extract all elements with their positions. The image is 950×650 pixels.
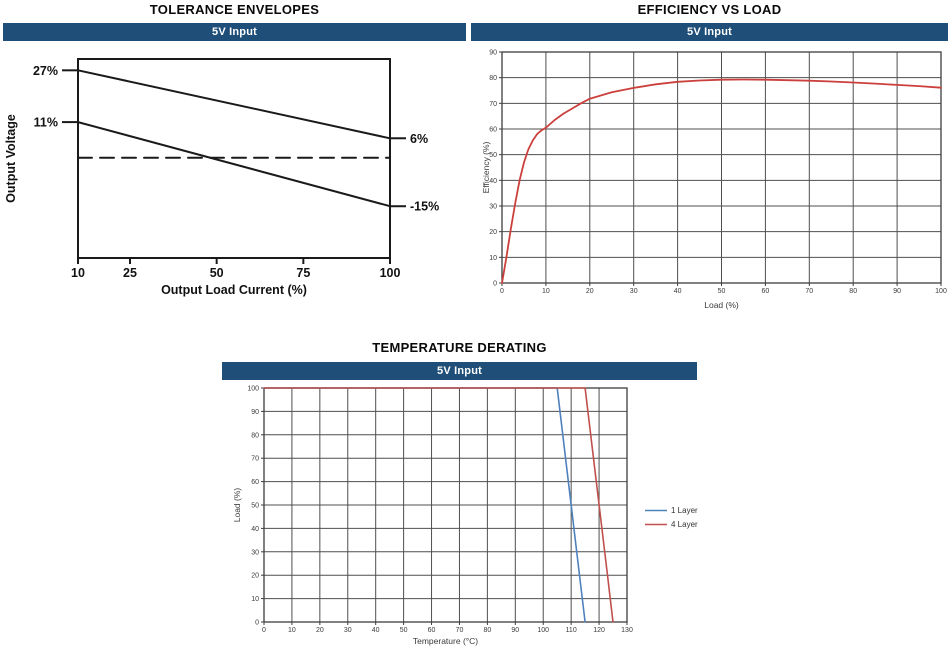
x-tick-label: 20	[316, 627, 324, 634]
lower-tolerance-limit	[77, 121, 391, 208]
y-tick-label: 10	[489, 255, 497, 262]
y-tick-label: 60	[489, 127, 497, 134]
right-annotation-label: -15%	[410, 200, 439, 214]
legend-label: 4 Layer	[671, 520, 698, 529]
x-tick-label: 10	[71, 266, 85, 280]
y-tick-label: 10	[251, 596, 259, 603]
x-tick-label: 40	[372, 627, 380, 634]
y-tick-label: 20	[489, 229, 497, 236]
y-axis-title: Output Voltage	[4, 114, 18, 203]
x-axis-title: Temperature (°C)	[413, 636, 478, 646]
x-tick-label: 100	[537, 627, 549, 634]
x-tick-label: 60	[762, 288, 770, 295]
left-annotation-label: 11%	[34, 116, 58, 130]
y-tick-label: 60	[251, 479, 259, 486]
legend: 1 Layer 4 Layer	[645, 506, 698, 529]
gridlines	[263, 387, 628, 623]
x-tick-label: 90	[893, 288, 901, 295]
chart-title-efficiency: EFFICIENCY VS LOAD	[637, 2, 782, 17]
y-tick-label: 0	[493, 281, 497, 288]
axis-ticks: 10 25 50 75 100	[71, 258, 400, 280]
upper-tolerance-limit	[77, 69, 391, 140]
tolerance-annotations: 27% 11% 6% -15%	[33, 64, 439, 214]
efficiency-5v-input	[501, 78, 942, 284]
tolerance-envelopes-plot: 10 25 50 75 100 27% 11% 6% -15% Output Load Curre…	[4, 58, 439, 297]
y-tick-label: 90	[489, 50, 497, 57]
x-tick-label: 30	[344, 627, 352, 634]
x-tick-label: 50	[400, 627, 408, 634]
x-tick-label: 20	[586, 288, 594, 295]
y-tick-label: 20	[251, 573, 259, 580]
y-axis-title: Efficiency (%)	[481, 141, 491, 193]
x-tick-label: 0	[500, 288, 504, 295]
tolerance-envelopes-chart: TOLERANCE ENVELOPES 5V Input 10 25 50 75 100…	[0, 0, 470, 325]
efficiency-vs-load-chart: EFFICIENCY VS LOAD 5V Input 0 10 20 30 40 50 6…	[470, 0, 950, 325]
x-tick-label: 80	[483, 627, 491, 634]
x-tick-label: 100	[380, 266, 401, 280]
left-annotation-label: 27%	[33, 64, 58, 78]
axis-ticks: 0 10 20 30 40 50 60 70 80 90 100 110 120 130 0 10 20 30 40…	[247, 386, 633, 635]
x-tick-label: 50	[210, 266, 224, 280]
axis-ticks: 0 10 20 30 40 50 60 70 80 90 100 0 10 20 30 40 50 60 70 80 9…	[489, 50, 947, 296]
gridlines	[501, 51, 942, 284]
y-tick-label: 70	[251, 456, 259, 463]
chart-title-tolerance: TOLERANCE ENVELOPES	[149, 2, 320, 17]
x-tick-label: 90	[511, 627, 519, 634]
x-tick-label: 10	[542, 288, 550, 295]
y-tick-label: 30	[489, 204, 497, 211]
x-tick-label: 25	[123, 266, 137, 280]
x-tick-label: 10	[288, 627, 296, 634]
chart-title-derating: TEMPERATURE DERATING	[372, 340, 547, 355]
x-axis-title: Output Load Current (%)	[161, 283, 307, 297]
right-annotation-label: 6%	[410, 132, 428, 146]
y-axis-title: Load (%)	[232, 488, 242, 523]
derating-4-layer	[263, 387, 614, 623]
y-tick-label: 80	[489, 75, 497, 82]
y-tick-label: 80	[251, 432, 259, 439]
x-tick-label: 30	[630, 288, 638, 295]
y-tick-label: 40	[489, 178, 497, 185]
temperature-derating-chart: TEMPERATURE DERATING 5V Input 0 10 20 30 40 5…	[215, 335, 750, 650]
y-tick-label: 50	[251, 503, 259, 510]
y-tick-label: 90	[251, 409, 259, 416]
input-banner-derating: 5V Input	[222, 362, 697, 380]
x-tick-label: 70	[805, 288, 813, 295]
x-tick-label: 130	[621, 627, 633, 634]
efficiency-vs-load-plot: 0 10 20 30 40 50 60 70 80 90 100 0 10 20 30 40 50 60 70 80 9…	[481, 50, 947, 311]
x-tick-label: 120	[593, 627, 605, 634]
input-banner-efficiency: 5V Input	[471, 23, 948, 41]
y-tick-label: 100	[247, 386, 259, 393]
y-tick-label: 50	[489, 152, 497, 159]
legend-label: 1 Layer	[671, 506, 698, 515]
x-tick-label: 50	[718, 288, 726, 295]
x-axis-title: Load (%)	[704, 300, 739, 310]
x-tick-label: 0	[262, 627, 266, 634]
y-tick-label: 30	[251, 549, 259, 556]
x-tick-label: 80	[849, 288, 857, 295]
temperature-derating-plot: 0 10 20 30 40 50 60 70 80 90 100 110 120 130 0 10 20 30 40…	[232, 386, 698, 647]
y-tick-label: 40	[251, 526, 259, 533]
x-tick-label: 110	[566, 627, 577, 634]
input-banner-tolerance: 5V Input	[3, 23, 466, 41]
x-tick-label: 70	[456, 627, 464, 634]
x-tick-label: 100	[935, 288, 947, 295]
y-tick-label: 0	[255, 620, 259, 627]
x-tick-label: 75	[296, 266, 310, 280]
x-tick-label: 40	[674, 288, 682, 295]
y-tick-label: 70	[489, 101, 497, 108]
x-tick-label: 60	[428, 627, 436, 634]
